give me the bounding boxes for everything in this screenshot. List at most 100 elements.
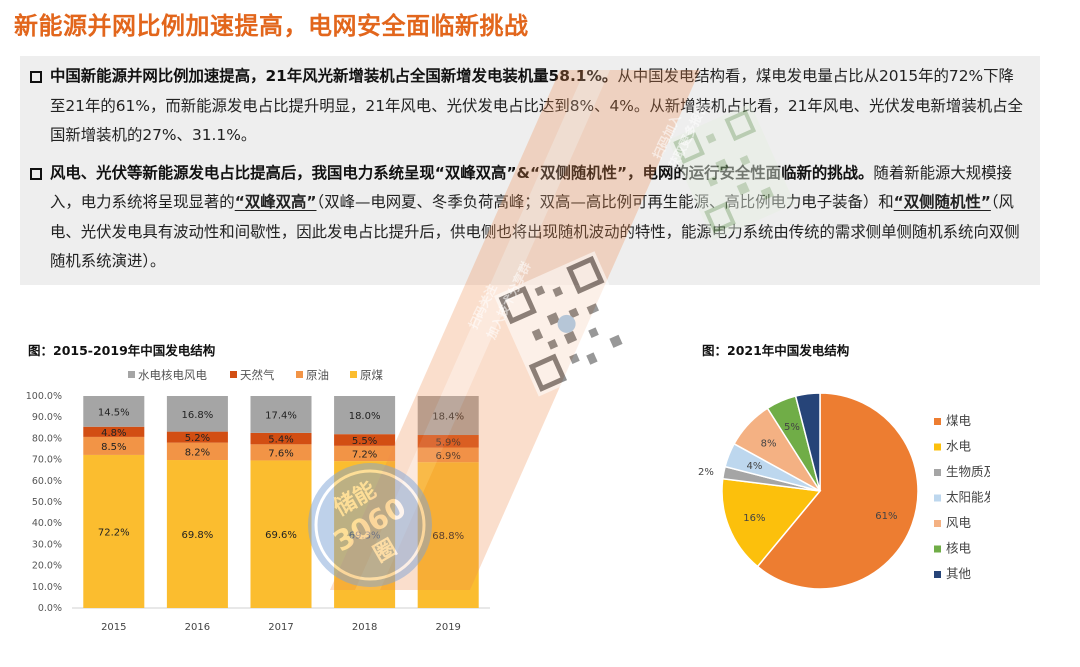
data-label: 18.4%	[432, 412, 464, 423]
legend-label: 生物质及其他	[946, 464, 990, 479]
legend-label: 天然气	[240, 368, 275, 382]
bullet-point: 中国新能源并网比例加速提高，21年风光新增装机占全国新增发电装机量58.1%。从…	[30, 62, 1026, 151]
page-title: 新能源并网比例加速提高，电网安全面临新挑战	[14, 12, 529, 40]
legend-swatch	[934, 520, 941, 527]
bar-segment	[166, 460, 228, 608]
data-label: 18.0%	[349, 411, 381, 422]
bar-segment	[166, 431, 228, 443]
data-label: 4.8%	[101, 428, 126, 439]
term-double-random: “双侧随机性”	[893, 193, 991, 211]
pie-chart: 61% 16% 2% 4% 8% 5% 煤电水电生物质及其他太阳能发电风电核电其他	[698, 392, 990, 590]
x-tick-label: 2015	[101, 622, 126, 633]
legend-swatch	[296, 371, 303, 378]
y-tick-label: 30.0%	[32, 539, 62, 550]
bar-segment	[334, 445, 396, 462]
legend-label: 水电核电风电	[138, 368, 207, 382]
slice-label: 16%	[743, 513, 765, 524]
y-tick-label: 40.0%	[32, 518, 62, 529]
y-tick-label: 100.0%	[26, 391, 62, 402]
legend-swatch	[934, 418, 941, 425]
x-tick-label: 2017	[268, 622, 293, 633]
data-label: 8.5%	[101, 442, 126, 453]
legend-label: 太阳能发电	[946, 490, 990, 505]
data-label: 5.9%	[435, 437, 460, 448]
data-label: 14.5%	[98, 407, 130, 418]
y-tick-label: 80.0%	[32, 433, 62, 444]
checkbox-bullet-icon	[30, 71, 42, 83]
bar-segment	[334, 434, 396, 446]
bar-segment	[83, 454, 145, 608]
bar-segment	[166, 442, 228, 461]
slice-label: 4%	[746, 461, 762, 472]
legend-swatch	[934, 545, 941, 553]
bar-segment	[250, 460, 312, 608]
slice-label: 2%	[698, 467, 714, 478]
bar-segment	[417, 435, 479, 448]
y-tick-label: 0.0%	[38, 603, 62, 614]
data-label: 5.5%	[352, 436, 377, 447]
data-label: 5.4%	[268, 435, 293, 446]
bullet-body: 从中国发电结构看，煤电发电量占比从2015年的72%下降至21年的61%，而新能…	[50, 67, 1023, 144]
legend-label: 风电	[946, 515, 972, 530]
legend-swatch	[350, 371, 357, 378]
summary-panel: 中国新能源并网比例加速提高，21年风光新增装机占全国新增发电装机量58.1%。从…	[20, 56, 1040, 285]
bar-segment	[250, 396, 312, 433]
data-label: 69.6%	[265, 530, 297, 541]
bar-segment	[417, 447, 479, 463]
slice-label: 5%	[784, 422, 800, 433]
legend-swatch	[934, 469, 941, 476]
bullet-body: （风电、光伏发电具有波动性和间歇性，因此发电占比提升后，供电侧也将出现随机波动的…	[50, 193, 1020, 270]
slice-label: 61%	[875, 511, 897, 522]
stacked-bar-chart: 水电核电风电 天然气 原油 原煤 0.0% 10.0% 20.0% 30.0% 40.0% 50.…	[26, 368, 490, 633]
data-label: 17.4%	[265, 410, 297, 421]
data-label: 7.6%	[268, 448, 293, 459]
legend-label: 核电	[946, 541, 972, 556]
pie-slice	[756, 392, 919, 590]
pie-slice	[721, 477, 822, 568]
checkbox-bullet-icon	[30, 167, 42, 180]
slice-label: 8%	[761, 439, 777, 450]
legend-swatch	[128, 371, 135, 378]
data-label: 16.8%	[182, 410, 214, 421]
legend-label: 水电	[946, 439, 972, 454]
y-tick-label: 70.0%	[32, 455, 62, 466]
pie-chart-title: 图：2021年中国发电结构	[702, 343, 850, 358]
legend-label: 原油	[306, 368, 329, 382]
data-label: 72.2%	[98, 527, 130, 538]
data-label: 8.2%	[185, 447, 210, 458]
bar-segment	[166, 396, 228, 432]
x-tick-label: 2018	[352, 622, 377, 633]
data-label: 5.2%	[185, 433, 210, 444]
watermark-caption: 扫码关注	[465, 282, 500, 332]
bullet-headline: 风电、光伏等新能源发电占比提高后，我国电力系统呈现“双峰双高”&“双侧随机性”，…	[50, 163, 874, 182]
data-label: 68.8%	[432, 531, 464, 542]
legend-swatch	[934, 443, 941, 451]
y-tick-label: 10.0%	[32, 582, 62, 593]
y-tick-label: 50.0%	[32, 497, 62, 508]
bar-segment	[83, 426, 145, 437]
data-label: 7.2%	[352, 449, 377, 460]
x-tick-label: 2019	[435, 622, 460, 633]
y-tick-label: 60.0%	[32, 476, 62, 487]
legend-swatch	[230, 371, 237, 378]
x-tick-label: 2016	[185, 622, 210, 633]
bar-chart-title: 图：2015-2019年中国发电结构	[28, 343, 216, 358]
data-label: 69.3%	[349, 531, 381, 542]
bullet-point: 风电、光伏等新能源发电占比提高后，我国电力系统呈现“双峰双高”&“双侧随机性”，…	[30, 159, 1026, 277]
bullet-body: （双峰—电网夏、冬季负荷高峰；双高—高比例可再生能源、高比例电力电子装备）和	[316, 193, 894, 211]
bar-segment	[334, 396, 396, 435]
bar-segment	[250, 444, 312, 461]
legend-label: 煤电	[946, 413, 972, 428]
legend-label: 其他	[946, 566, 972, 581]
bar-segment	[83, 396, 145, 427]
y-tick-label: 90.0%	[32, 412, 62, 423]
data-label: 69.8%	[182, 530, 214, 541]
pie-slice	[794, 392, 821, 492]
data-label: 6.9%	[435, 451, 460, 462]
bullet-body: 随着新能源大规模接入，电力系统将呈现显著的	[50, 163, 1012, 212]
bar-segment	[250, 432, 312, 445]
legend-label: 原煤	[360, 368, 383, 382]
bullet-headline: 中国新能源并网比例加速提高，21年风光新增装机占全国新增发电装机量58.1%。	[50, 67, 618, 85]
term-double-peak: “双峰双高”	[234, 193, 317, 211]
legend-swatch	[934, 494, 941, 502]
